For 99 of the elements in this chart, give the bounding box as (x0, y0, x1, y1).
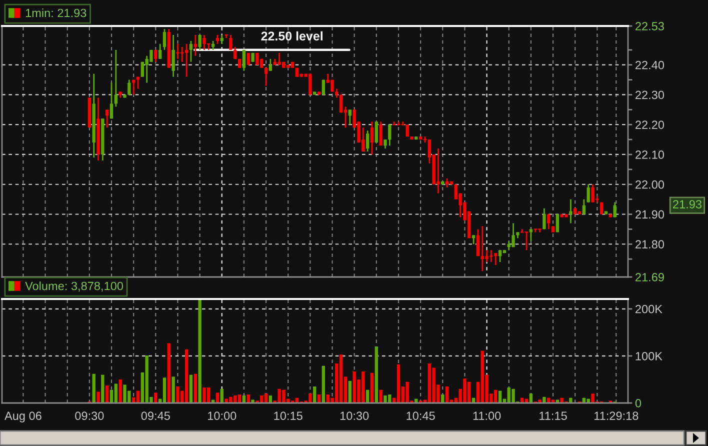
bar (176, 386, 180, 403)
bar (220, 388, 224, 403)
bar (396, 364, 400, 403)
y-tick-label: 22.30 (636, 90, 664, 100)
candlestick (542, 208, 546, 230)
bar (366, 390, 370, 403)
bar (198, 299, 202, 403)
candlestick (128, 79, 131, 96)
bar (529, 394, 533, 403)
candlestick (202, 34, 206, 51)
candlestick (388, 124, 392, 146)
x-tick-label: 11:29:18 (594, 412, 638, 420)
bar (313, 386, 316, 403)
x-tick-label: 10:15 (274, 412, 302, 420)
x-tick-label: 10:00 (208, 412, 236, 420)
bar (189, 374, 193, 403)
bar (348, 380, 352, 403)
candlestick (613, 202, 616, 218)
bar (101, 374, 104, 403)
x-tick-label: 11:00 (473, 412, 501, 420)
bar (379, 390, 382, 403)
bar (184, 349, 188, 403)
bar (123, 384, 126, 403)
bar (162, 378, 166, 403)
candlestick (176, 43, 180, 60)
bar (238, 394, 242, 403)
bar (445, 386, 449, 403)
bar (92, 374, 96, 403)
bar (569, 398, 572, 403)
y-tick-label: 22.20 (636, 120, 664, 129)
candlestick (158, 43, 162, 60)
candlestick (184, 43, 188, 78)
candlestick (198, 34, 202, 51)
legend-label: Volume: 3,878,100 (25, 282, 124, 292)
candlestick (106, 108, 109, 128)
bar (374, 346, 378, 403)
bar (216, 392, 220, 403)
y-tick-label: 22.00 (636, 180, 664, 189)
x-tick-label: Aug 06 (4, 412, 42, 422)
candlestick (370, 120, 374, 156)
bar (542, 396, 546, 403)
bar (202, 387, 206, 403)
x-tick-label: 10:30 (340, 412, 369, 420)
bar (317, 394, 321, 403)
candlestick (348, 108, 352, 126)
x-tick-label: 09:45 (141, 412, 170, 420)
y-tick-label: 0 (635, 399, 642, 408)
bar (96, 392, 100, 403)
y-tick-label: 21.80 (636, 240, 664, 249)
bar (172, 376, 175, 403)
y-tick-label: 200K (636, 304, 662, 314)
candlestick (529, 228, 533, 242)
candlestick (547, 214, 550, 230)
text: 21.93 (673, 200, 702, 208)
candlestick (268, 58, 272, 72)
candlestick (340, 94, 343, 114)
candlestick (556, 214, 560, 233)
candlestick (229, 34, 232, 51)
candlestick (476, 228, 480, 257)
bar (106, 386, 109, 403)
candlestick (366, 130, 370, 152)
candlestick (172, 34, 175, 78)
candlestick (110, 82, 114, 120)
candlestick (194, 34, 197, 57)
x-tick-label: 10:45 (406, 412, 435, 420)
candlestick (512, 222, 515, 248)
y-tick-label: 21.90 (636, 210, 664, 219)
x-tick-label: 09:30 (75, 412, 104, 420)
bar (154, 392, 158, 403)
bar (246, 394, 250, 403)
candlestick (162, 28, 166, 51)
y-tick-label: 21.69 (636, 273, 664, 282)
bar (194, 374, 197, 403)
candlestick (524, 231, 528, 251)
y-tick-label: 22.40 (636, 60, 664, 70)
bar (114, 384, 118, 403)
candlestick (114, 49, 118, 108)
bar (118, 379, 122, 403)
candlestick (234, 46, 237, 60)
bar (441, 394, 444, 403)
candlestick (132, 79, 136, 96)
candlestick (498, 249, 502, 263)
bar (251, 400, 254, 403)
y-tick-label: 100K (636, 352, 662, 360)
legend-label: 1min: 21.93 (26, 8, 86, 18)
y-tick-label: 22.53 (636, 22, 664, 30)
candlestick (379, 120, 382, 146)
candlestick (569, 198, 572, 224)
candlestick (189, 40, 193, 63)
bar (264, 394, 268, 403)
annotation: 22.50 level (261, 31, 322, 40)
y-tick-label: 22.10 (636, 150, 664, 159)
x-tick-label: 11:15 (540, 412, 567, 420)
bar (538, 400, 542, 403)
candlestick (586, 184, 590, 203)
bar (322, 366, 326, 403)
bar (370, 372, 374, 403)
bar (167, 343, 170, 403)
bar (384, 395, 387, 403)
